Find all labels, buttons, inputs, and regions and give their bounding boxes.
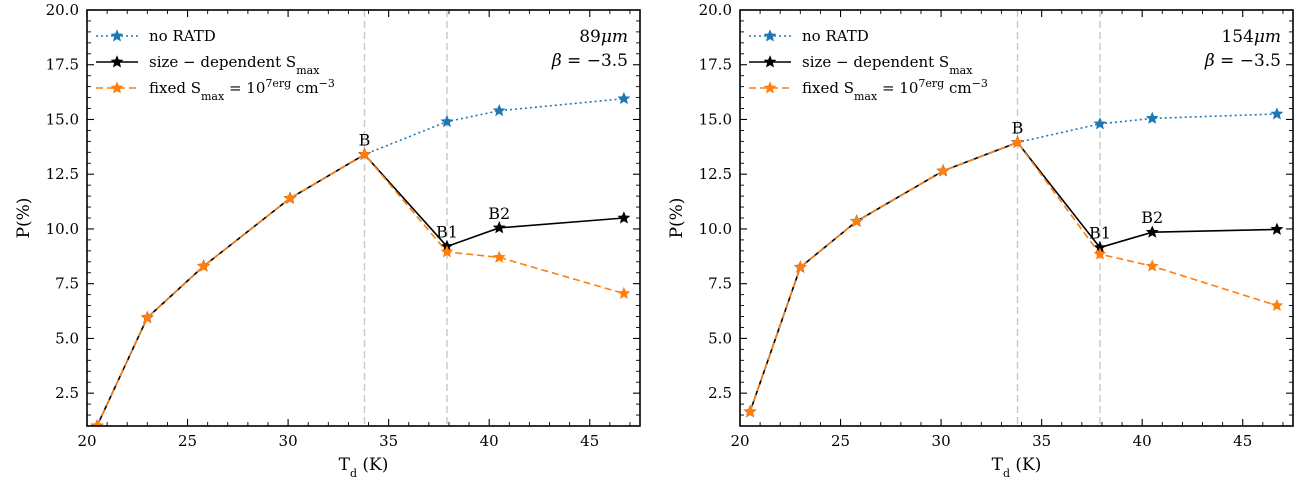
series-marker-1	[1145, 225, 1159, 238]
legend-label-2: fixed Smax = 107erg cm−3	[149, 77, 335, 103]
series-marker-2	[1145, 259, 1159, 272]
series-marker-2	[492, 250, 506, 263]
x-tick-label: 30	[279, 432, 298, 450]
y-tick-label: 15.0	[699, 110, 732, 128]
series-marker-2	[1093, 247, 1107, 260]
y-tick-label: 10.0	[46, 220, 79, 238]
x-tick-label: 25	[831, 432, 850, 450]
x-tick-label: 40	[1133, 432, 1152, 450]
y-tick-label: 7.5	[708, 275, 732, 293]
y-tick-label: 7.5	[55, 275, 79, 293]
x-tick-label: 35	[1032, 432, 1051, 450]
series-marker-2	[793, 260, 807, 273]
point-label-b2: B2	[1141, 208, 1163, 227]
y-tick-label: 12.5	[699, 165, 732, 183]
chart-panel-154um: 20 25 30 35 40 45 2.5 5.0 7.5 10.0 12.5 15.0 17.5 20.…	[667, 1, 1294, 480]
series-marker-1	[492, 221, 506, 234]
series-marker-0	[1270, 107, 1284, 120]
y-tick-label: 5.0	[708, 329, 732, 347]
series-marker-2	[197, 259, 211, 272]
legend-label-2: fixed Smax = 107erg cm−3	[802, 77, 988, 103]
x-axis-label: Td (K)	[339, 455, 389, 480]
series-marker-1	[1270, 222, 1284, 235]
y-tick-label: 2.5	[55, 384, 79, 402]
point-label-b2: B2	[488, 204, 510, 223]
series-marker-0	[1145, 111, 1159, 124]
x-tick-label: 45	[580, 432, 599, 450]
x-tick-label: 30	[932, 432, 951, 450]
legend-label-0: no RATD	[802, 27, 869, 45]
series-marker-2	[1270, 298, 1284, 312]
legend-label-1: size − dependent Smax	[149, 53, 320, 77]
series-marker-2	[936, 164, 950, 177]
series-line-1	[96, 153, 624, 426]
x-tick-label: 40	[480, 432, 499, 450]
series-marker-0	[440, 114, 454, 128]
legend-marker-2	[763, 81, 777, 94]
legend-marker-1	[110, 55, 124, 68]
series-marker-2	[358, 147, 371, 160]
series-marker-0	[617, 91, 631, 105]
series-line-0	[749, 113, 1277, 413]
series-line-1	[749, 141, 1277, 413]
x-tick-label: 45	[1233, 432, 1252, 450]
x-axis-label: Td (K)	[992, 455, 1042, 480]
plot-area	[90, 91, 631, 426]
series-marker-2	[140, 310, 154, 324]
beta-annotation: β = −3.5	[551, 51, 628, 71]
series-marker-2	[90, 419, 104, 426]
point-label-b: B	[359, 131, 371, 150]
x-tick-label: 20	[77, 432, 96, 450]
series-line-0	[96, 97, 624, 426]
legend-label-0: no RATD	[149, 27, 216, 45]
series-marker-2	[850, 214, 864, 227]
chart-panel-89um: 20 25 30 35 40 45 2.5 5.0 7.5 10.0 12.5 15.0 17.5 20.…	[14, 1, 641, 480]
y-tick-label: 20.0	[699, 1, 732, 19]
series-marker-2	[283, 191, 297, 204]
plot-area	[743, 107, 1284, 418]
series-line-2	[749, 141, 1278, 413]
plot-frame	[86, 9, 641, 427]
series-marker-2	[1011, 135, 1024, 148]
y-tick-label: 15.0	[46, 110, 79, 128]
point-label-b1: B1	[1089, 224, 1111, 243]
legend-marker-0	[110, 29, 124, 42]
y-tick-label: 5.0	[55, 329, 79, 347]
legend-label-1: size − dependent Smax	[802, 53, 973, 77]
y-tick-label: 2.5	[708, 384, 732, 402]
x-tick-label: 35	[379, 432, 398, 450]
x-tick-label: 25	[178, 432, 197, 450]
beta-annotation: β = −3.5	[1204, 51, 1281, 71]
y-axis-label: P(%)	[667, 198, 687, 239]
plot-frame	[739, 9, 1294, 427]
y-tick-label: 17.5	[699, 56, 732, 74]
point-label-b: B	[1012, 118, 1024, 137]
series-marker-2	[617, 286, 631, 300]
y-axis-label: P(%)	[14, 198, 34, 239]
x-tick-label: 20	[730, 432, 749, 450]
y-tick-label: 17.5	[46, 56, 79, 74]
legend-marker-1	[763, 55, 777, 68]
series-marker-2	[743, 404, 757, 418]
y-tick-label: 20.0	[46, 1, 79, 19]
legend-marker-0	[763, 29, 777, 42]
legend-marker-2	[110, 81, 124, 94]
series-marker-2	[440, 245, 454, 258]
wavelength-annotation: 89μm	[579, 27, 628, 47]
series-marker-0	[492, 103, 506, 117]
series-marker-0	[1093, 117, 1107, 130]
y-tick-label: 12.5	[46, 165, 79, 183]
y-tick-label: 10.0	[699, 220, 732, 238]
series-marker-1	[617, 211, 631, 224]
point-label-b1: B1	[436, 222, 458, 241]
series-line-2	[96, 153, 625, 426]
wavelength-annotation: 154μm	[1221, 27, 1281, 47]
